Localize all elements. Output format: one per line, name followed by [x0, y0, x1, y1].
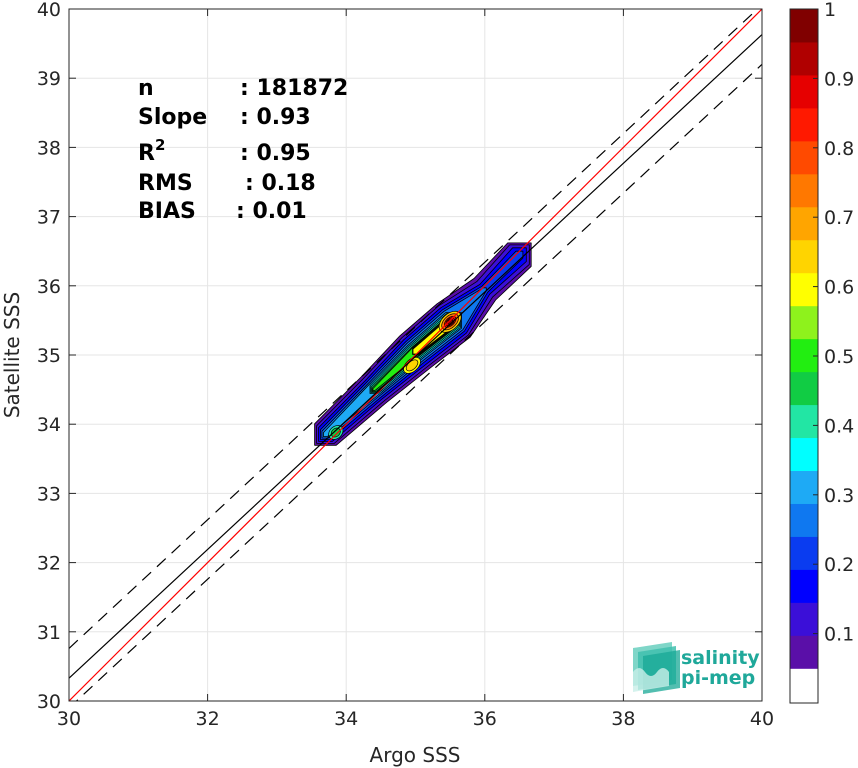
y-tick-label: 39: [37, 68, 61, 90]
colorbar-band-2: [790, 569, 818, 603]
colorbar-band-1: [790, 602, 818, 636]
colorbar-tick-label: 0.9: [824, 68, 854, 90]
colorbar-white-band: [790, 668, 818, 703]
line-fit_minus_2rms: [75, 63, 762, 701]
logo-mark-icon: [633, 642, 680, 694]
x-tick-label: 36: [473, 708, 497, 730]
stat-label-slope: Slope: [138, 105, 207, 130]
stat-label-rms: RMS: [138, 171, 193, 196]
colorbar-band-17: [790, 74, 818, 109]
reference-lines: [69, 9, 762, 701]
colorbar-tick-label: 0.4: [824, 415, 854, 437]
colorbar-band-18: [790, 41, 818, 76]
line-identity: [69, 9, 762, 701]
stat-value-rms: : 0.18: [245, 171, 316, 196]
colorbar-tick-label: 1: [824, 0, 836, 21]
axis-ticks: 30 32 34 36 38 40 30 31 32 33 34 35 36 37 38 39 40: [37, 0, 774, 730]
colorbar-band-11: [790, 272, 818, 307]
colorbar-tick-label: 0.7: [824, 207, 854, 229]
colorbar-tick-label: 0.1: [824, 624, 854, 646]
density-peak-2-1: [330, 427, 341, 438]
colorbar-tick-label: 0.8: [824, 138, 854, 160]
colorbar-band-6: [790, 437, 818, 472]
colorbar-band-16: [790, 107, 818, 142]
y-tick-label: 33: [37, 483, 61, 505]
colorbar-band-14: [790, 173, 818, 208]
y-tick-label: 30: [37, 691, 61, 713]
y-tick-label: 34: [37, 414, 61, 436]
grid: [68, 8, 763, 702]
colorbar-band-13: [790, 206, 818, 241]
x-tick-label: 32: [196, 708, 220, 730]
colorbar-band-5: [790, 470, 818, 504]
colorbar-band-7: [790, 404, 818, 439]
colorbar-band-15: [790, 140, 818, 175]
stat-value-n: : 181872: [240, 76, 348, 101]
salinity-pi-mep-logo: salinity pi-mep: [633, 642, 760, 694]
colorbar-band-9: [790, 338, 818, 373]
colorbar-band-10: [790, 305, 818, 340]
y-tick-label: 37: [37, 207, 61, 229]
colorbar-band-0: [790, 635, 818, 669]
stat-value-slope: : 0.93: [240, 105, 311, 130]
colorbar-tick-label: 0.5: [824, 346, 854, 368]
stat-label-n: n: [138, 76, 154, 101]
y-axis-title: Satellite SSS: [0, 292, 24, 418]
line-fit: [69, 34, 762, 679]
colorbar-tick-label: 0.6: [824, 277, 854, 299]
colorbar: 0.1 0.2 0.3 0.4 0.5 0.6 0.7 0.8 0.9 1: [789, 0, 854, 704]
colorbar-band-8: [790, 371, 818, 406]
logo-line-2: pi-mep: [681, 667, 755, 689]
y-tick-label: 40: [37, 0, 61, 21]
x-tick-label: 34: [334, 708, 358, 730]
colorbar-band-4: [790, 503, 818, 537]
stat-value-r: : 0.95: [240, 141, 311, 166]
y-tick-label: 35: [37, 345, 61, 367]
y-tick-label: 31: [37, 622, 61, 644]
colorbar-tick-label: 0.3: [824, 485, 854, 507]
colorbar-tick-label: 0.2: [824, 554, 854, 576]
stat-value-bias: : 0.01: [236, 199, 307, 224]
y-tick-label: 36: [37, 276, 61, 298]
colorbar-band-3: [790, 536, 818, 570]
x-tick-label: 40: [750, 708, 774, 730]
y-tick-label: 38: [37, 137, 61, 159]
x-tick-label: 38: [611, 708, 635, 730]
y-tick-label: 32: [37, 553, 61, 575]
logo-line-1: salinity: [681, 647, 760, 669]
colorbar-band-19: [790, 9, 818, 43]
stat-label-bias: BIAS: [138, 199, 196, 224]
colorbar-band-12: [790, 239, 818, 274]
line-fit_plus_2rms: [69, 9, 759, 649]
x-tick-label: 30: [57, 708, 81, 730]
x-axis-title: Argo SSS: [370, 743, 461, 767]
